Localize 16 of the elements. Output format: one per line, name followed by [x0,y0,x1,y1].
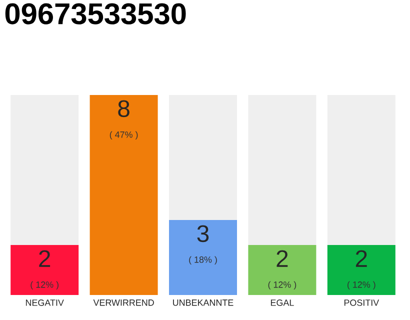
x-tick-label: UNBEKANNTE [173,300,234,306]
data-label: 2 [39,250,50,267]
chart-title: 09673533530 [5,3,186,24]
x-tick-label: POSITIV [344,300,380,306]
x-tick-label: VERWIRREND [93,300,154,306]
annotation: ( 12% ) [268,281,296,290]
annotation: ( 12% ) [348,281,376,290]
x-tick-label: EGAL [270,300,294,306]
data-label: 8 [118,100,130,118]
annotation: ( 47% ) [110,131,138,140]
data-label: 3 [197,225,209,242]
data-label: 2 [356,250,367,267]
annotation: ( 18% ) [189,256,217,265]
data-label: 2 [276,250,288,267]
x-tick-label: NEGATIV [26,300,64,306]
annotation: ( 12% ) [30,281,58,290]
